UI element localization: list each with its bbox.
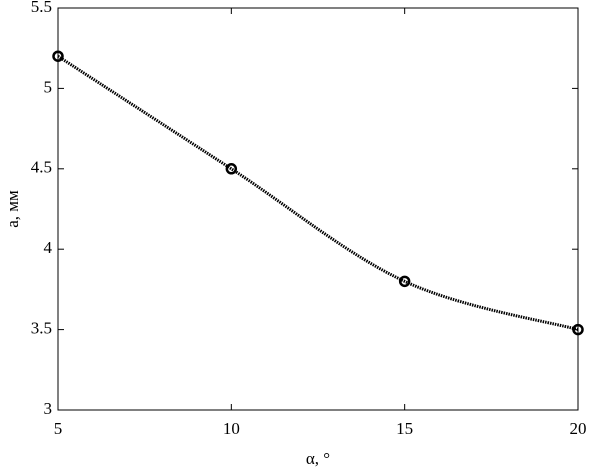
x-tick-label: 5	[54, 419, 63, 438]
y-axis-label: a, мм	[3, 190, 22, 228]
data-point	[572, 323, 584, 336]
y-tick-label: 3.5	[31, 319, 52, 338]
data-point	[52, 50, 64, 62]
y-tick-label: 3	[44, 399, 53, 418]
x-tick-label: 10	[223, 419, 240, 438]
data-point	[225, 163, 238, 175]
x-tick-label: 15	[396, 419, 413, 438]
y-tick-label: 5	[44, 77, 53, 96]
x-axis-label: α, °	[306, 449, 330, 468]
plot-frame	[57, 7, 579, 411]
series-line	[57, 54, 579, 332]
y-tick-label: 4.5	[31, 158, 52, 177]
y-tick-label: 5.5	[31, 0, 52, 16]
y-tick-label: 4	[44, 238, 53, 257]
x-tick-label: 20	[570, 419, 587, 438]
data-point	[398, 275, 411, 288]
